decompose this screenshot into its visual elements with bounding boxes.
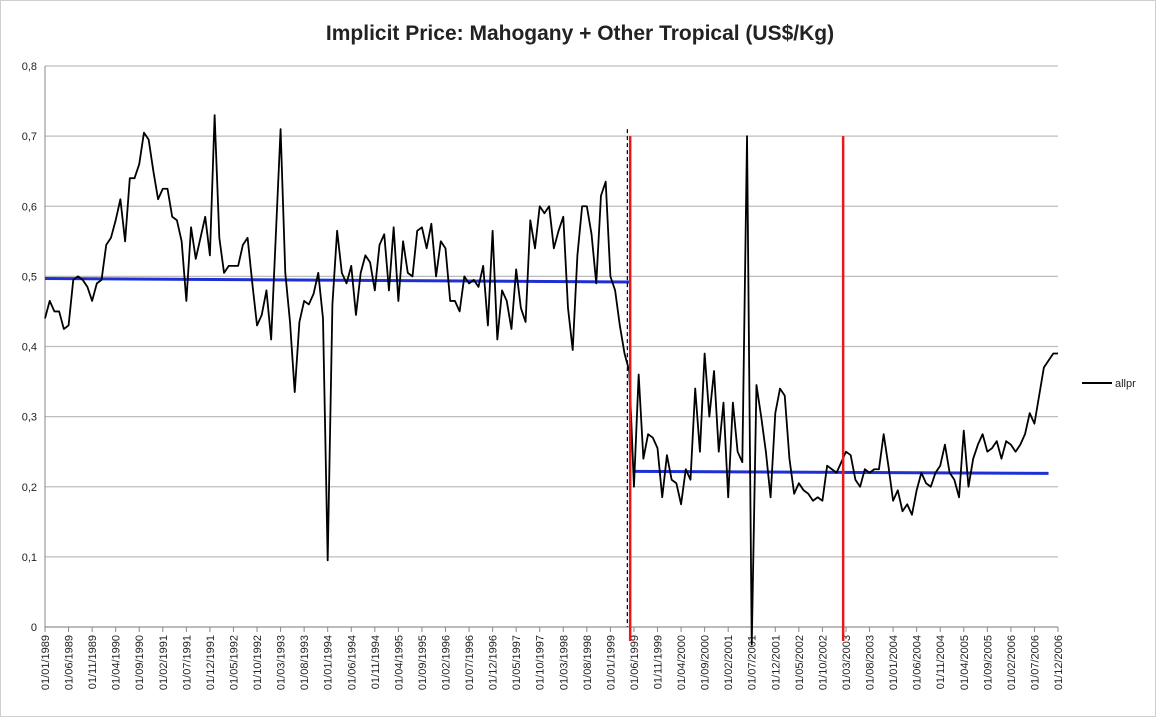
x-tick-label: 01/01/2004	[888, 635, 900, 690]
x-tick-label: 01/11/1989	[87, 635, 99, 689]
x-tick-label: 01/07/1991	[181, 635, 193, 690]
x-tick-label: 01/10/1992	[252, 635, 264, 690]
mean-line	[633, 469, 1049, 475]
x-tick-label: 01/10/1997	[535, 635, 547, 690]
x-tick-label: 01/05/1992	[228, 635, 240, 690]
y-tick-label: 0,8	[22, 61, 37, 73]
x-tick-label: 01/08/2003	[865, 635, 877, 690]
x-tick-label: 01/04/1990	[111, 635, 123, 690]
x-tick-label: 01/07/2001	[747, 635, 759, 690]
x-tick-label: 01/03/1998	[558, 635, 570, 690]
x-tick-label: 01/08/1998	[582, 635, 594, 690]
x-tick-label: 01/12/1996	[488, 635, 500, 690]
y-tick-label: 0,1	[22, 552, 37, 564]
x-tick-label: 01/12/2006	[1053, 635, 1065, 690]
x-tick-label: 01/02/2001	[723, 635, 735, 690]
x-tick-label: 01/01/1989	[40, 635, 52, 690]
x-tick-label: 01/03/2003	[841, 635, 853, 690]
y-tick-label: 0,3	[22, 412, 37, 424]
x-tick-label: 01/11/2004	[935, 635, 947, 689]
x-tick-label: 01/12/1991	[205, 635, 217, 690]
chart-title: Implicit Price: Mahogany + Other Tropica…	[326, 22, 834, 45]
x-tick-label: 01/11/1994	[370, 635, 382, 689]
x-tick-label: 01/06/1999	[629, 635, 641, 690]
x-tick-label: 01/02/1996	[440, 635, 452, 690]
y-tick-label: 0,6	[22, 201, 37, 213]
x-tick-label: 01/05/1997	[511, 635, 523, 690]
y-tick-label: 0,4	[22, 342, 37, 354]
x-tick-label: 01/08/1993	[299, 635, 311, 690]
legend-label: allpr	[1115, 378, 1136, 390]
x-tick-label: 01/09/1995	[417, 635, 429, 690]
x-tick-label: 01/01/1999	[605, 635, 617, 690]
x-tick-label: 01/03/1993	[276, 635, 288, 690]
x-tick-label: 01/02/2006	[1006, 635, 1018, 690]
x-tick-label: 01/04/2005	[959, 635, 971, 690]
x-tick-label: 01/07/1996	[464, 635, 476, 690]
mean-line	[44, 276, 630, 284]
x-tick-label: 01/06/1994	[346, 635, 358, 690]
y-tick-label: 0,2	[22, 482, 37, 494]
y-tick-label: 0,7	[22, 131, 37, 143]
x-tick-label: 01/09/2005	[982, 635, 994, 690]
x-tick-label: 01/02/1991	[158, 635, 170, 690]
x-tick-label: 01/12/2001	[770, 635, 782, 690]
x-tick-label: 01/09/1990	[134, 635, 146, 690]
x-tick-label: 01/09/2000	[700, 635, 712, 690]
x-tick-label: 01/01/1994	[323, 635, 335, 690]
y-tick-label: 0	[31, 622, 37, 634]
data-line	[44, 114, 1058, 646]
x-tick-label: 01/04/1995	[393, 635, 405, 690]
x-tick-label: 01/10/2002	[817, 635, 829, 690]
x-tick-label: 01/04/2000	[676, 635, 688, 690]
x-tick-label: 01/07/2006	[1029, 635, 1041, 690]
x-tick-label: 01/11/1999	[653, 635, 665, 689]
x-tick-label: 01/06/2004	[912, 635, 924, 690]
x-tick-label: 01/05/2002	[794, 635, 806, 690]
y-tick-label: 0,5	[22, 271, 37, 283]
x-tick-label: 01/06/1989	[64, 635, 76, 690]
